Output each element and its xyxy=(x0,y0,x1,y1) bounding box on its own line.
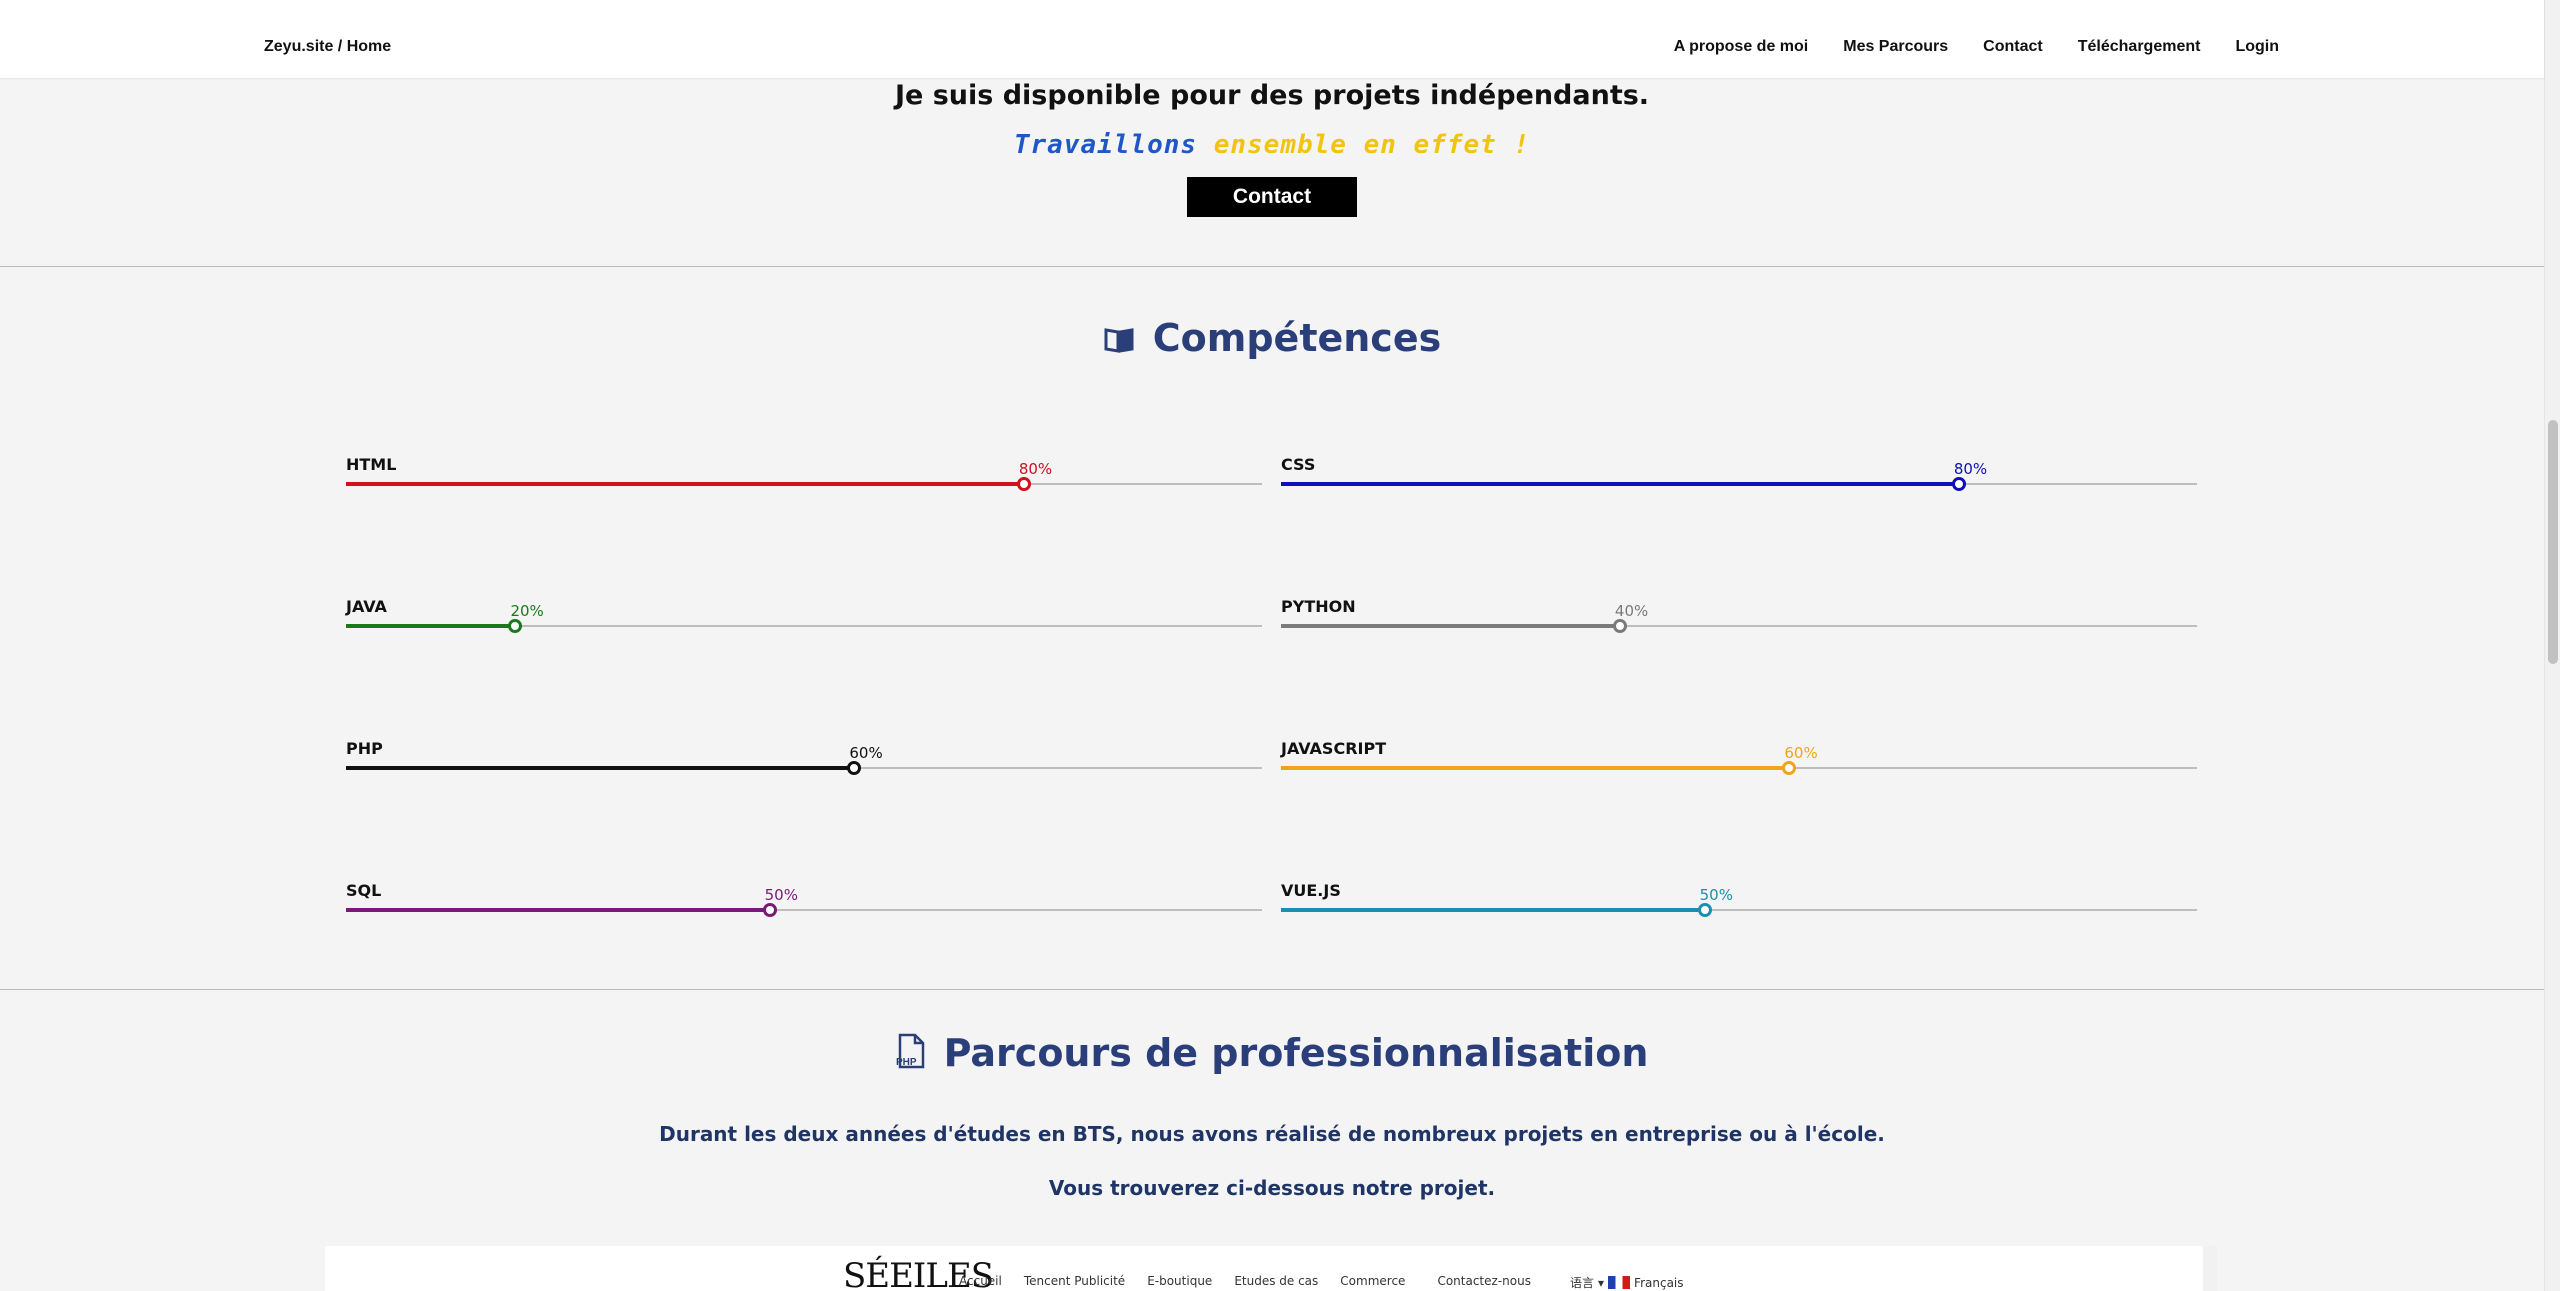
skill-percent: 20% xyxy=(510,602,544,620)
parcours-title: Parcours de professionnalisation xyxy=(943,1031,1649,1075)
preview-nav-item[interactable]: Commerce xyxy=(1340,1274,1406,1288)
nav-link-about[interactable]: A propose de moi xyxy=(1673,38,1809,55)
skill-percent: 80% xyxy=(1018,460,1053,478)
skill-html: HTML 80% xyxy=(346,455,1262,515)
language-icon: 语言 xyxy=(1570,1276,1595,1290)
preview-language-selector[interactable]: 语言 ▾ Français xyxy=(1570,1274,1684,1291)
skill-slider-handle[interactable] xyxy=(762,903,777,917)
preview-nav: Accueil Tencent Publicité E-boutique Etu… xyxy=(959,1274,1531,1288)
preview-nav-item[interactable]: Contactez-nous xyxy=(1437,1274,1531,1288)
skill-name: PHP xyxy=(346,739,383,758)
php-icon-label: PHP xyxy=(896,1057,917,1068)
page-scrollbar[interactable] xyxy=(2544,0,2560,1291)
skill-fill xyxy=(1281,482,1959,486)
competences-heading: Compétences xyxy=(0,316,2544,363)
contact-button[interactable]: Contact xyxy=(1187,177,1357,217)
nav-link-login[interactable]: Login xyxy=(2235,38,2279,55)
skill-track xyxy=(346,909,1262,911)
french-flag-icon xyxy=(1608,1276,1631,1289)
skill-name: CSS xyxy=(1281,455,1316,474)
competences-title: Compétences xyxy=(1152,316,1442,360)
skill-javascript: JAVASCRIPT 60% xyxy=(1281,739,2197,799)
parcours-paragraph-1: Durant les deux années d'études en BTS, … xyxy=(659,1122,1885,1146)
preview-nav-item[interactable]: E-boutique xyxy=(1147,1274,1213,1288)
chevron-down-icon: ▾ xyxy=(1598,1275,1605,1290)
skill-fill xyxy=(1281,766,1790,770)
preview-nav-item[interactable]: Tencent Publicité xyxy=(1023,1274,1126,1288)
skill-percent: 60% xyxy=(849,744,883,762)
preview-nav-item[interactable]: Etudes de cas xyxy=(1234,1274,1319,1288)
skill-slider-handle[interactable] xyxy=(847,761,862,775)
skill-sql: SQL 50% xyxy=(346,881,1262,941)
skill-track xyxy=(346,625,1262,627)
project-preview-frame[interactable]: SÉEILES Accueil Tencent Publicité E-bout… xyxy=(325,1246,2217,1291)
preview-scrollbar[interactable] xyxy=(2203,1246,2217,1291)
scrollbar-thumb[interactable] xyxy=(2548,420,2558,664)
skill-percent: 50% xyxy=(1699,886,1733,904)
preview-language-label: Français xyxy=(1634,1275,1684,1290)
skill-fill xyxy=(1281,624,1620,628)
hero-subtitle-part2: ensemble en effet ! xyxy=(1213,130,1531,160)
top-navbar: Zeyu.site / Home A propose de moi Mes Pa… xyxy=(0,0,2544,78)
nav-link-parcours[interactable]: Mes Parcours xyxy=(1843,38,1949,55)
php-file-icon: PHP xyxy=(896,1033,926,1078)
section-divider xyxy=(0,989,2544,990)
skill-slider-handle[interactable] xyxy=(508,619,523,633)
skill-fill xyxy=(1281,908,1705,912)
skill-track xyxy=(1281,625,2197,627)
preview-nav-item[interactable]: Accueil xyxy=(959,1274,1002,1288)
nav-link-contact[interactable]: Contact xyxy=(1983,38,2043,55)
parcours-paragraph-2: Vous trouverez ci-dessous notre projet. xyxy=(1048,1176,1496,1200)
skill-slider-handle[interactable] xyxy=(1697,903,1712,917)
preview-logo: SÉEILES xyxy=(843,1256,994,1291)
skill-fill xyxy=(346,624,516,628)
skill-slider-handle[interactable] xyxy=(1612,619,1627,633)
skill-name: JAVASCRIPT xyxy=(1281,739,1387,758)
skill-php: PHP 60% xyxy=(346,739,1262,799)
skill-percent: 60% xyxy=(1784,744,1818,762)
skill-name: HTML xyxy=(346,455,397,474)
skill-slider-handle[interactable] xyxy=(1016,477,1031,491)
skill-vue-js: VUE.JS 50% xyxy=(1281,881,2197,941)
hero-subtitle-part1: Travaillons xyxy=(1013,130,1198,160)
skill-fill xyxy=(346,908,770,912)
skill-fill xyxy=(346,766,855,770)
skill-name: JAVA xyxy=(346,597,387,616)
skill-percent: 80% xyxy=(1953,460,1988,478)
skill-java: JAVA 20% xyxy=(346,597,1262,657)
skill-css: CSS 80% xyxy=(1281,455,2197,515)
nav-link-download[interactable]: Téléchargement xyxy=(2077,38,2201,55)
skill-percent: 40% xyxy=(1614,602,1649,620)
hero-subtitle: Travaillons ensemble en effet ! xyxy=(0,130,2544,160)
skill-fill xyxy=(346,482,1024,486)
hero-title: Je suis disponible pour des projets indé… xyxy=(894,80,1650,111)
book-icon xyxy=(1103,319,1135,363)
brand-link[interactable]: Zeyu.site / Home xyxy=(264,38,392,55)
section-divider xyxy=(0,266,2544,267)
skill-name: SQL xyxy=(346,881,382,900)
skill-track xyxy=(1281,909,2197,911)
skill-percent: 50% xyxy=(764,886,798,904)
skill-slider-handle[interactable] xyxy=(1782,761,1797,775)
skill-slider-handle[interactable] xyxy=(1951,477,1966,491)
nav-links: A propose de moi Mes Parcours Contact Té… xyxy=(1674,38,2279,56)
skill-python: PYTHON 40% xyxy=(1281,597,2197,657)
skill-name: VUE.JS xyxy=(1281,881,1341,900)
parcours-heading: PHP Parcours de professionnalisation xyxy=(0,1031,2544,1078)
skill-name: PYTHON xyxy=(1281,597,1356,616)
